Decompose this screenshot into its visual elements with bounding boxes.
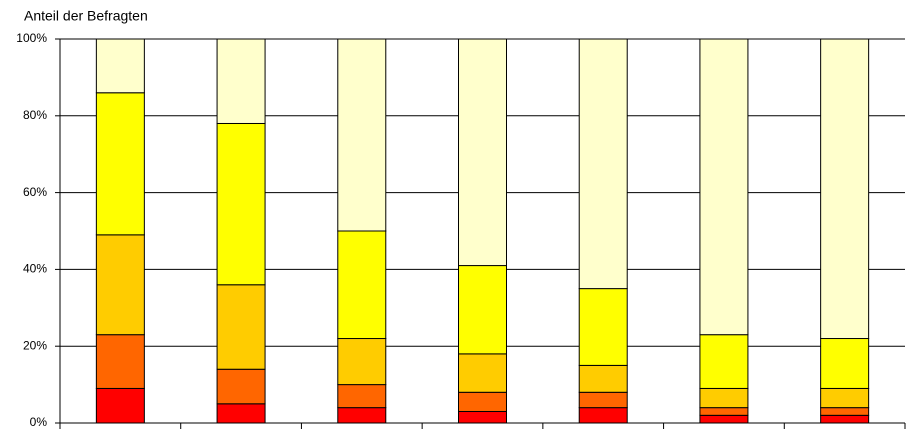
bar-segment <box>458 38 507 267</box>
bar-segment <box>95 92 145 236</box>
bar-segment <box>337 338 387 386</box>
bar-segment <box>699 334 749 389</box>
bar-segment <box>820 387 870 409</box>
bar-segment <box>578 288 628 366</box>
y-tick-label: 100% <box>16 31 47 45</box>
bar-segment <box>578 391 628 409</box>
y-tick-label: 0% <box>30 415 48 429</box>
bar-segment <box>95 38 145 94</box>
bar-segment <box>216 284 266 370</box>
bar-segment <box>578 407 628 424</box>
bar-segment <box>95 234 145 336</box>
bar-segment <box>216 368 266 405</box>
bar-segment <box>699 387 749 409</box>
bar-segment <box>458 265 507 355</box>
bar-segment <box>820 338 870 389</box>
bar-segment <box>216 122 266 286</box>
bar-segment <box>337 230 387 340</box>
bar-segment <box>216 38 266 124</box>
bar-segment <box>95 334 145 389</box>
bar-segment <box>337 407 387 424</box>
bar-segment <box>820 38 870 340</box>
y-tick-label: 80% <box>23 108 47 122</box>
bar-segment <box>699 38 749 336</box>
bar-segment <box>216 403 266 424</box>
bar-segment <box>699 407 749 416</box>
y-tick-label: 20% <box>23 338 47 352</box>
bar-segment <box>578 38 628 290</box>
bar-segment <box>699 414 749 424</box>
y-tick-label: 60% <box>23 185 47 199</box>
bar-segment <box>95 387 145 424</box>
bar-segment <box>458 353 507 393</box>
y-axis-title: Anteil der Befragten <box>24 8 148 24</box>
bar-segment <box>458 410 507 424</box>
bar-segment <box>578 364 628 393</box>
bar-segment <box>458 391 507 412</box>
bar-segment <box>337 38 387 232</box>
bar-segment <box>820 407 870 416</box>
y-tick-label: 40% <box>23 262 47 276</box>
bar-segment <box>820 414 870 424</box>
bar-segment <box>337 384 387 409</box>
